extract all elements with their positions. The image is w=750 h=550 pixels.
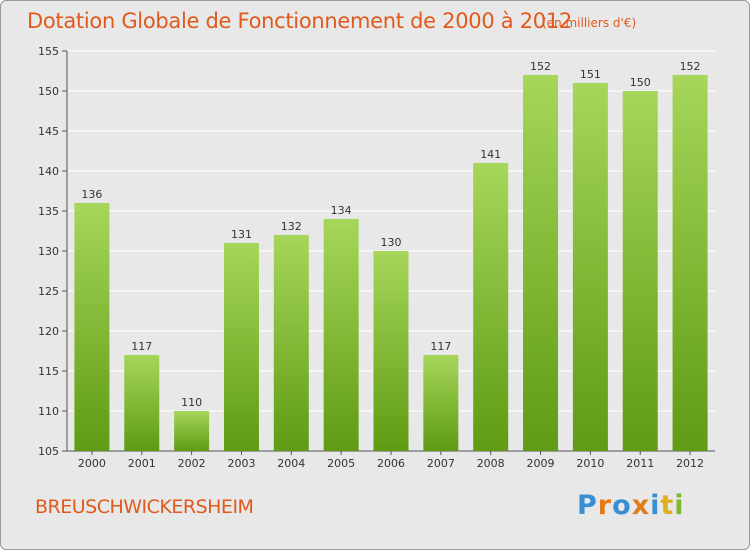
logo-letter: P: [577, 490, 598, 521]
x-tick-label-2001: 2001: [128, 457, 156, 470]
logo-letter: x: [631, 490, 651, 521]
data-label-2000: 136: [81, 188, 102, 201]
commune-name: BREUSCHWICKERSHEIM: [35, 496, 254, 518]
chart-subtitle: (en milliers d'€): [542, 16, 637, 30]
x-tick-label-2007: 2007: [427, 457, 455, 470]
proxiti-logo: Proxiti: [577, 490, 685, 521]
chart-title: Dotation Globale de Fonctionnement de 20…: [27, 9, 572, 33]
y-tick-label: 120: [38, 325, 59, 338]
labels: 105 110 115 120 125 130 135 140 145 150 155 136 2000…: [38, 45, 704, 470]
data-label-2001: 117: [131, 340, 152, 353]
bar-2006: [373, 251, 409, 451]
bars: [74, 75, 708, 451]
y-tick-label: 135: [38, 205, 59, 218]
x-tick-label-2008: 2008: [477, 457, 505, 470]
x-tick-label-2006: 2006: [377, 457, 405, 470]
y-tick-label: 150: [38, 85, 59, 98]
bar-2009: [523, 75, 559, 451]
x-tick-label-2005: 2005: [327, 457, 355, 470]
data-label-2005: 134: [331, 204, 352, 217]
data-label-2003: 131: [231, 228, 252, 241]
bar-2005: [323, 219, 359, 451]
y-tick-label: 115: [38, 365, 59, 378]
bar-2010: [572, 83, 608, 451]
y-tick-label: 140: [38, 165, 59, 178]
bar-2008: [473, 163, 509, 451]
y-tick-label: 130: [38, 245, 59, 258]
data-label-2002: 110: [181, 396, 202, 409]
logo-letter: i: [674, 490, 685, 521]
x-tick-label-2002: 2002: [178, 457, 206, 470]
logo-letter: r: [597, 490, 613, 521]
logo-letter: t: [660, 490, 675, 521]
logo-letter: o: [612, 490, 632, 521]
data-label-2010: 151: [580, 68, 601, 81]
data-label-2008: 141: [480, 148, 501, 161]
data-label-2009: 152: [530, 60, 551, 73]
logo-letter: i: [650, 490, 661, 521]
bar-2004: [273, 235, 309, 451]
x-tick-label-2010: 2010: [576, 457, 604, 470]
x-tick-label-2000: 2000: [78, 457, 106, 470]
x-tick-label-2004: 2004: [277, 457, 305, 470]
y-tick-label: 155: [38, 45, 59, 58]
bar-2007: [423, 355, 459, 451]
bar-2000: [74, 203, 110, 451]
bar-2011: [622, 91, 658, 451]
data-label-2007: 117: [430, 340, 451, 353]
bar-2012: [672, 75, 708, 451]
x-tick-label-2012: 2012: [676, 457, 704, 470]
data-label-2012: 152: [680, 60, 701, 73]
x-tick-label-2011: 2011: [626, 457, 654, 470]
x-tick-label-2003: 2003: [227, 457, 255, 470]
y-tick-label: 105: [38, 445, 59, 458]
x-tick-label-2009: 2009: [527, 457, 555, 470]
bar-2001: [124, 355, 160, 451]
data-label-2004: 132: [281, 220, 302, 233]
bar-2003: [223, 243, 259, 451]
y-tick-label: 110: [38, 405, 59, 418]
bar-2002: [174, 411, 210, 451]
y-tick-label: 125: [38, 285, 59, 298]
y-tick-label: 145: [38, 125, 59, 138]
data-label-2006: 130: [381, 236, 402, 249]
data-label-2011: 150: [630, 76, 651, 89]
